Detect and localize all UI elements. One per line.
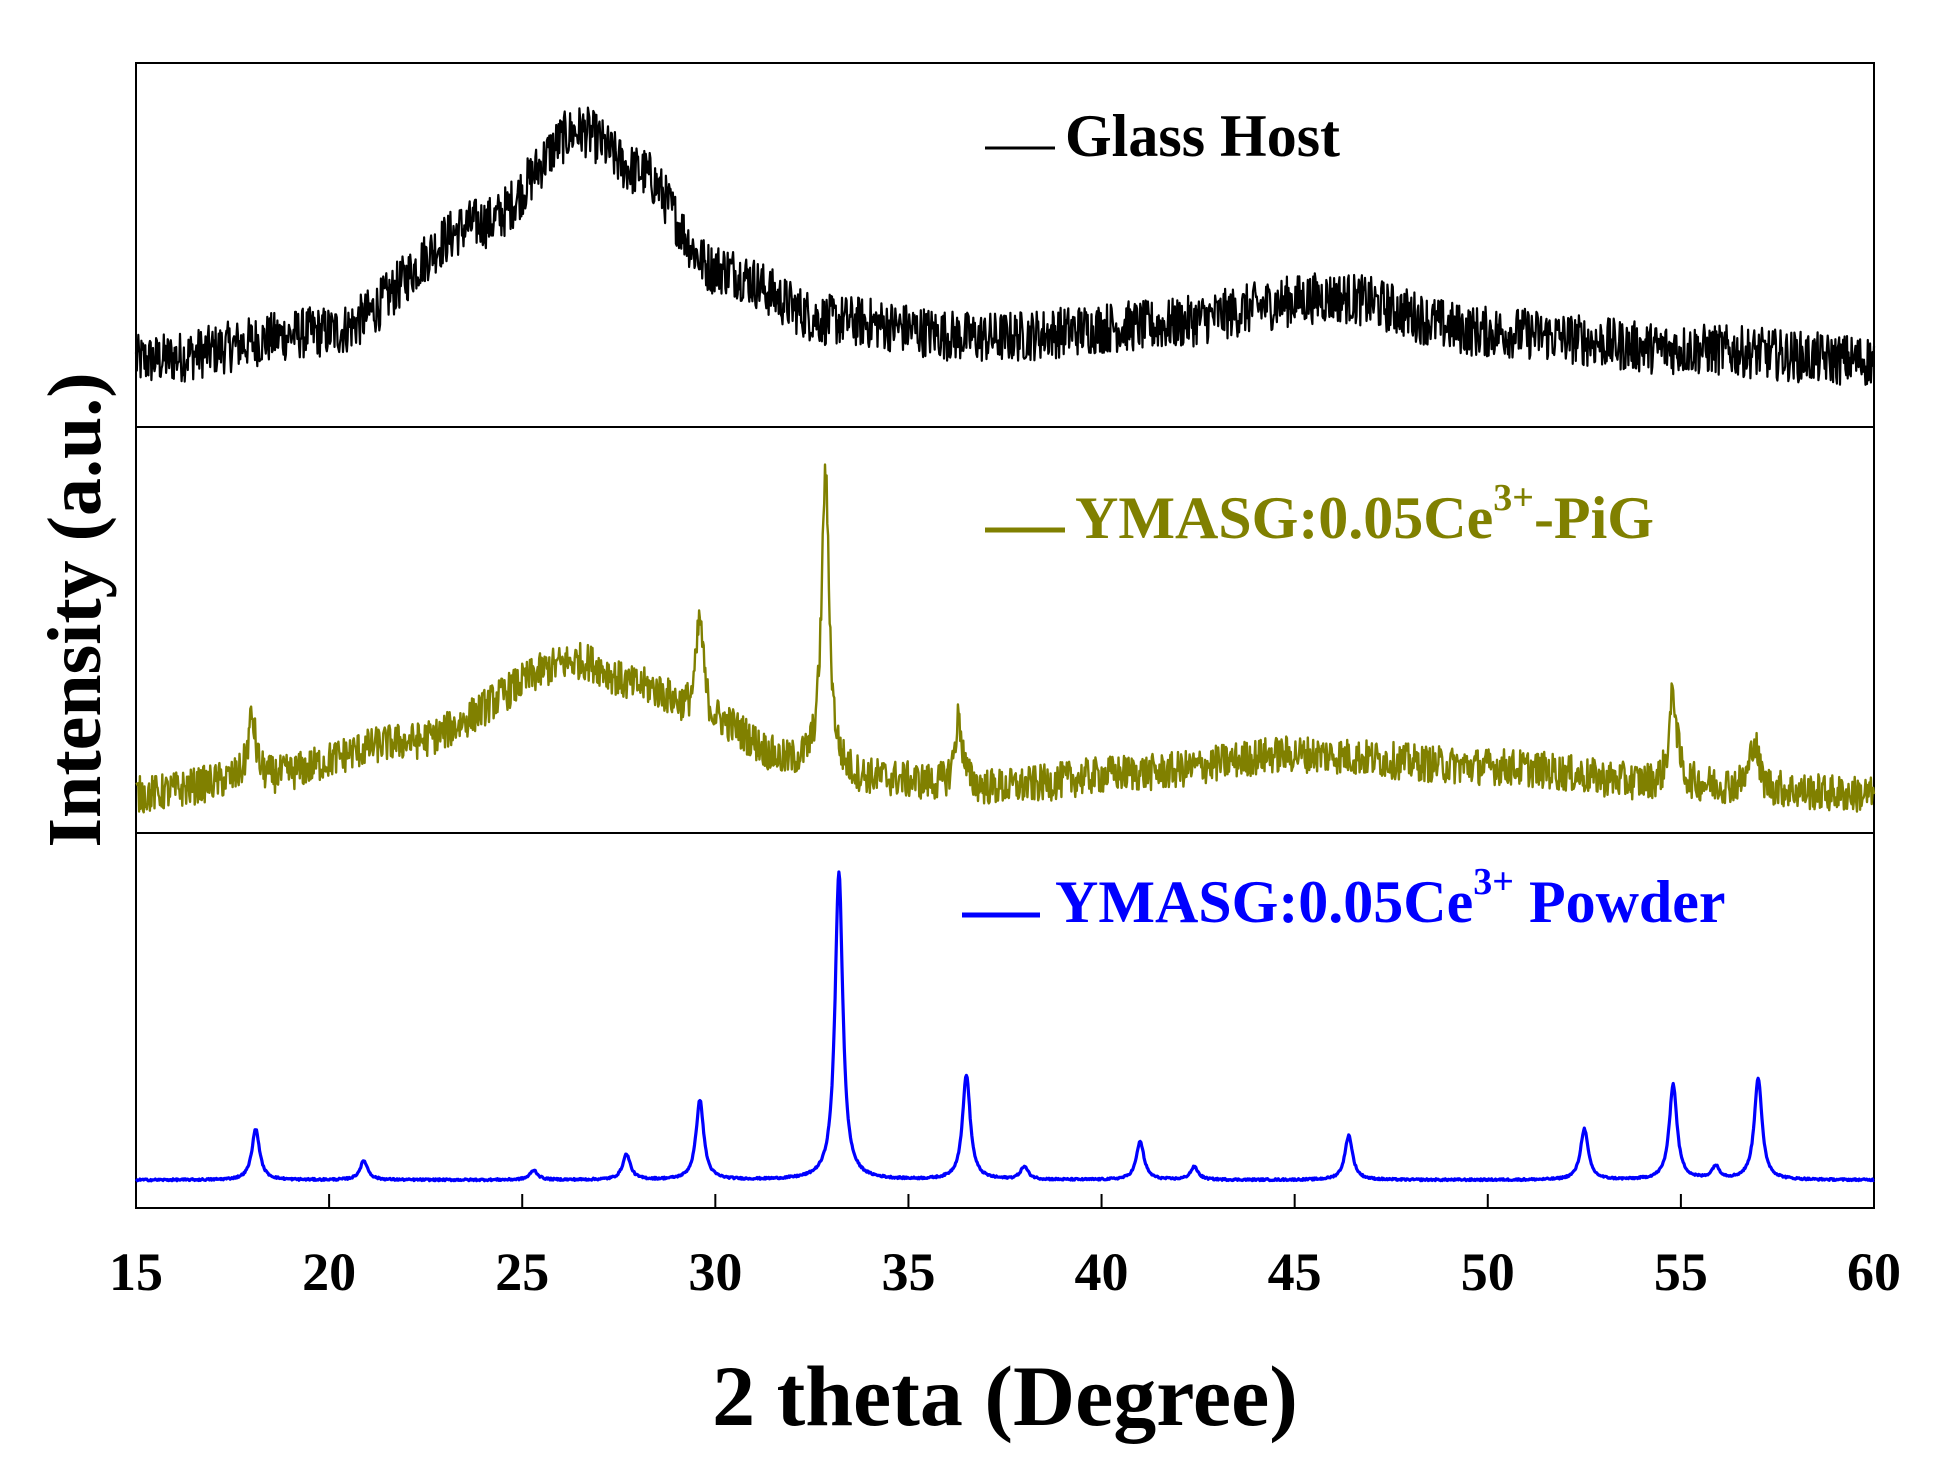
x-tick-label: 20 [302, 1242, 356, 1302]
x-tick-label: 45 [1268, 1242, 1322, 1302]
series-line-glass-host [134, 106, 1876, 386]
x-tick-label: 55 [1654, 1242, 1708, 1302]
legend-label: YMASG:0.05Ce3+ Powder [1055, 861, 1726, 935]
x-tick-label: 25 [495, 1242, 549, 1302]
legend-pig: YMASG:0.05Ce3+-PiG [985, 477, 1654, 551]
legend-glass-host: Glass Host [985, 103, 1340, 169]
x-tick-label: 60 [1847, 1242, 1901, 1302]
x-axis: 15 20 25 30 35 40 45 50 55 60 [109, 1194, 1901, 1302]
y-axis-title: Intensity (a.u.) [33, 372, 117, 847]
series-layer [134, 106, 1876, 1183]
x-tick-label: 35 [881, 1242, 935, 1302]
x-tick-label: 50 [1461, 1242, 1515, 1302]
series-line-powder [134, 870, 1875, 1183]
x-tick-label: 30 [688, 1242, 742, 1302]
series-line-pig [135, 463, 1876, 814]
panel-frame-powder [135, 832, 1875, 1209]
legend-label: Glass Host [1065, 103, 1340, 169]
legend-label: YMASG:0.05Ce3+-PiG [1075, 477, 1654, 551]
x-tick-label: 40 [1075, 1242, 1129, 1302]
x-axis-title: 2 theta (Degree) [712, 1348, 1298, 1444]
legend-powder: YMASG:0.05Ce3+ Powder [962, 861, 1726, 935]
x-tick-label: 15 [109, 1242, 163, 1302]
